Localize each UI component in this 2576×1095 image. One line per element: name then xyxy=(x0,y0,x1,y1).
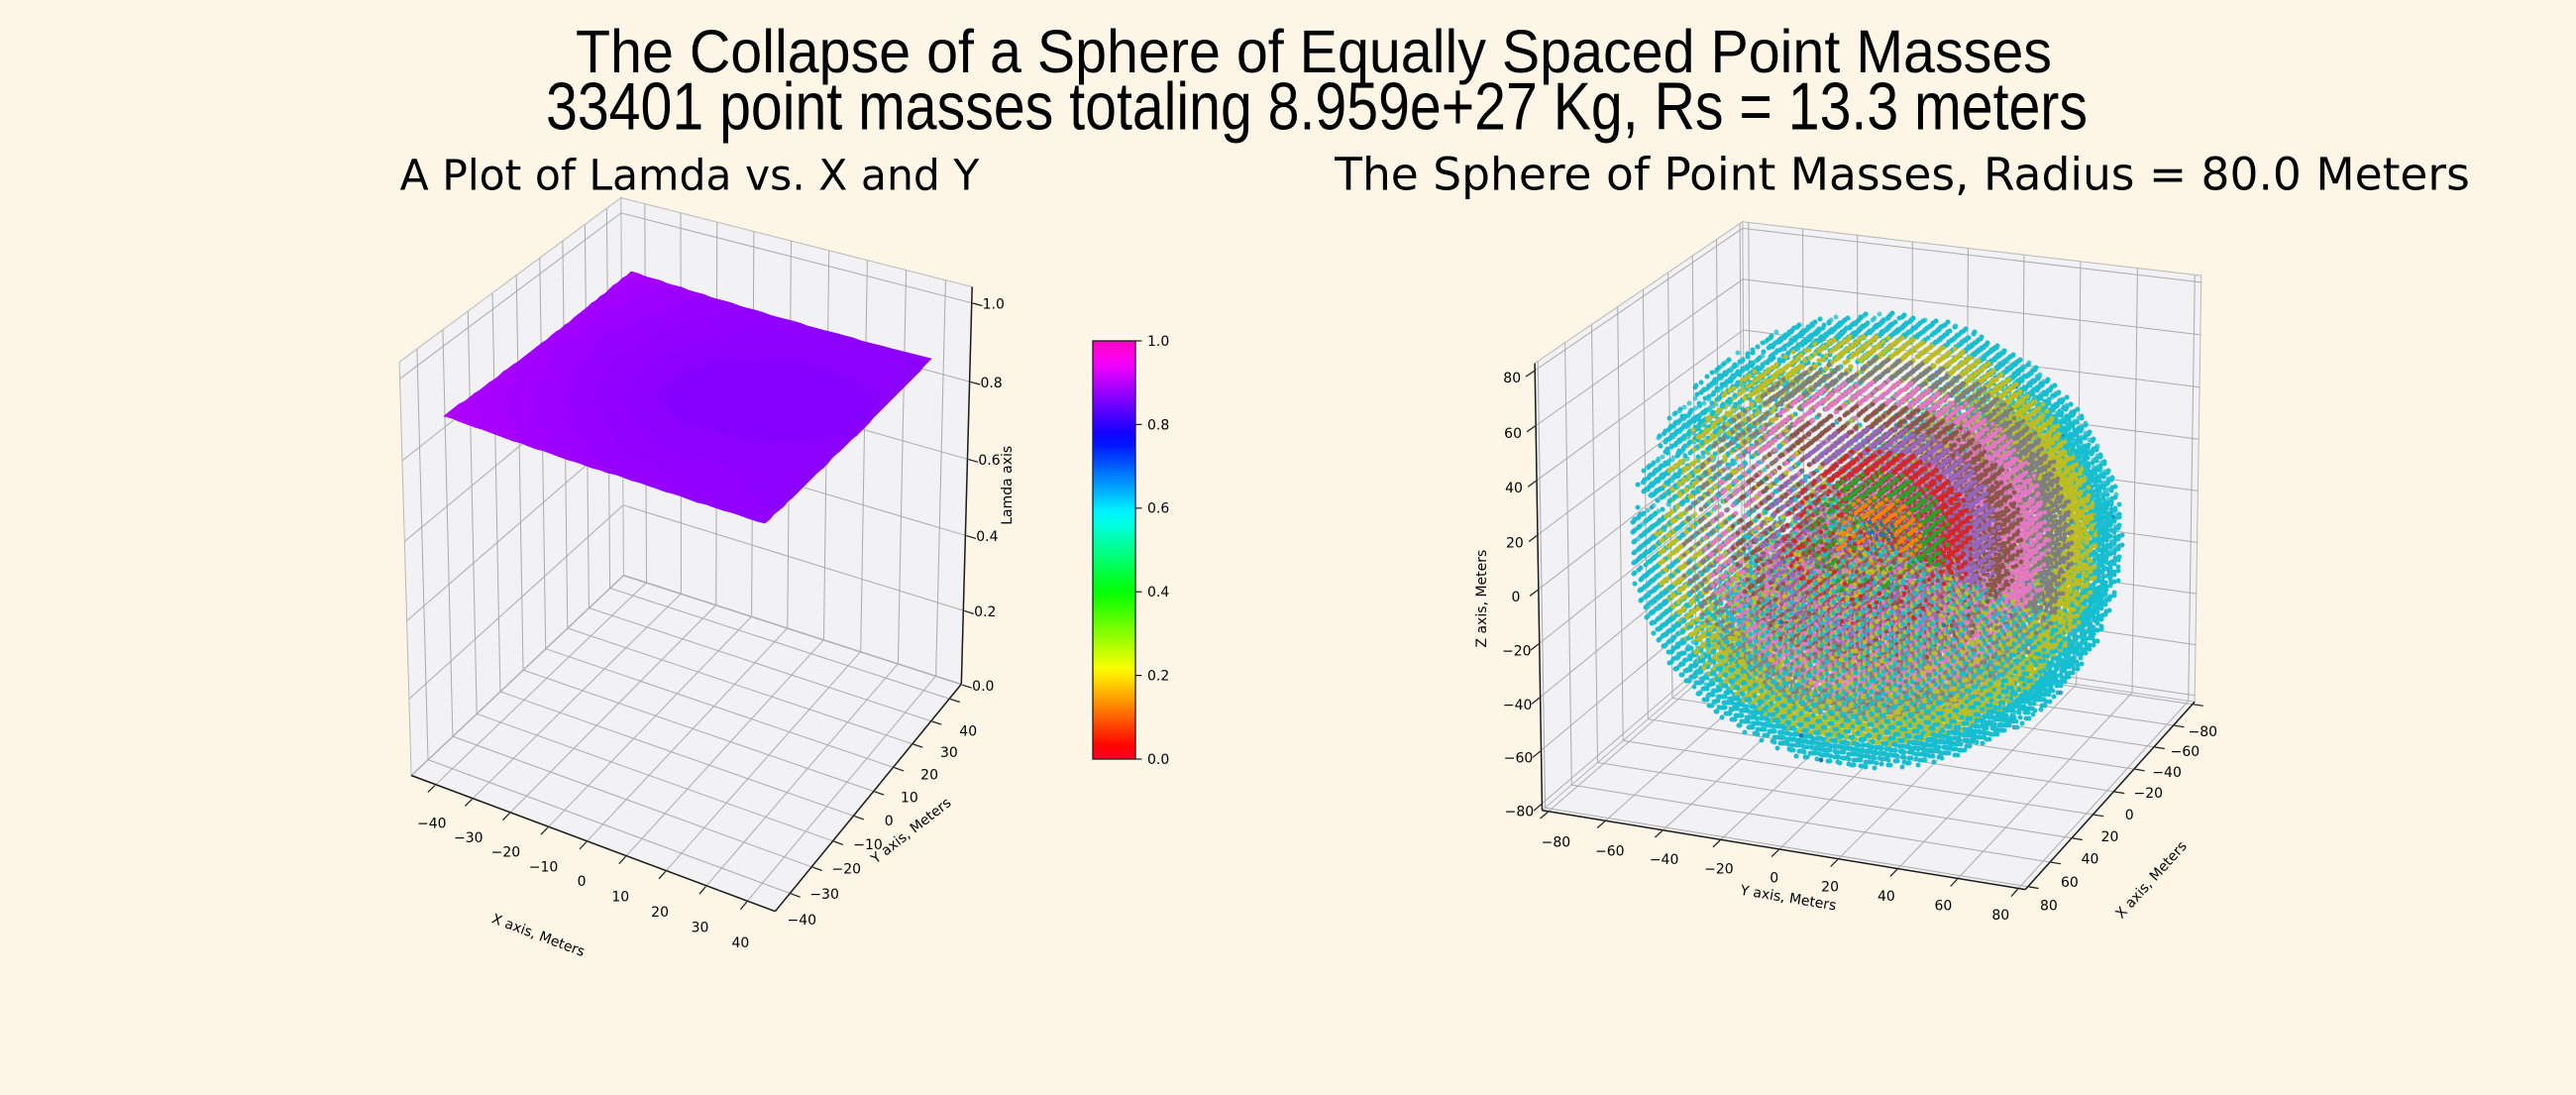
svg-text:0.4: 0.4 xyxy=(1147,585,1169,601)
svg-text:40: 40 xyxy=(2082,852,2099,868)
svg-text:40: 40 xyxy=(1505,481,1523,496)
svg-text:−40: −40 xyxy=(417,817,447,832)
svg-text:−10: −10 xyxy=(853,837,883,853)
svg-text:−10: −10 xyxy=(529,859,559,875)
svg-text:60: 60 xyxy=(1934,898,1952,914)
svg-text:40: 40 xyxy=(1878,889,1895,905)
svg-text:30: 30 xyxy=(940,745,958,761)
svg-text:0: 0 xyxy=(2125,808,2134,823)
svg-text:−80: −80 xyxy=(2189,724,2218,740)
svg-text:−20: −20 xyxy=(1704,861,1734,877)
svg-text:−80: −80 xyxy=(1542,834,1571,850)
svg-text:20: 20 xyxy=(651,905,669,921)
svg-text:Z axis, Meters: Z axis, Meters xyxy=(1474,550,1490,648)
svg-text:40: 40 xyxy=(959,723,977,739)
svg-text:−40: −40 xyxy=(788,913,817,929)
svg-text:−20: −20 xyxy=(1502,644,1532,660)
svg-text:0.2: 0.2 xyxy=(974,604,996,620)
svg-text:0.0: 0.0 xyxy=(1147,752,1169,768)
svg-text:−40: −40 xyxy=(1503,698,1533,713)
svg-text:The Collapse of a Sphere of Eq: The Collapse of a Sphere of Equally Spac… xyxy=(576,18,2052,85)
svg-text:−60: −60 xyxy=(1504,751,1534,767)
svg-text:−80: −80 xyxy=(1505,804,1535,820)
svg-text:20: 20 xyxy=(1506,535,1524,551)
svg-text:80: 80 xyxy=(2040,899,2058,915)
svg-text:The Sphere of Point Masses, Ra: The Sphere of Point Masses, Radius = 80.… xyxy=(1334,149,2470,201)
svg-text:1.0: 1.0 xyxy=(1147,334,1169,350)
svg-text:A Plot of Lamda vs. X and Y: A Plot of Lamda vs. X and Y xyxy=(400,153,981,201)
svg-text:0.6: 0.6 xyxy=(978,453,1000,469)
svg-text:0.8: 0.8 xyxy=(980,376,1002,391)
svg-text:40: 40 xyxy=(731,935,749,951)
svg-text:−30: −30 xyxy=(809,887,839,903)
svg-text:−20: −20 xyxy=(491,845,521,861)
svg-text:20: 20 xyxy=(2101,829,2119,845)
svg-text:10: 10 xyxy=(611,889,629,905)
svg-text:0: 0 xyxy=(1511,590,1520,605)
svg-text:80: 80 xyxy=(1503,371,1521,386)
svg-text:−30: −30 xyxy=(454,830,483,846)
svg-text:−60: −60 xyxy=(1595,843,1625,859)
svg-text:Lamda axis: Lamda axis xyxy=(1000,446,1016,525)
svg-text:1.0: 1.0 xyxy=(983,297,1005,313)
svg-text:0: 0 xyxy=(885,814,894,829)
svg-text:0.8: 0.8 xyxy=(1147,417,1169,433)
svg-text:10: 10 xyxy=(901,790,918,806)
svg-text:60: 60 xyxy=(2061,875,2079,891)
svg-text:0.4: 0.4 xyxy=(976,529,998,545)
svg-text:20: 20 xyxy=(920,768,938,784)
svg-text:0.0: 0.0 xyxy=(972,679,994,695)
svg-text:0: 0 xyxy=(1770,870,1778,886)
svg-text:20: 20 xyxy=(1821,880,1839,896)
svg-text:−40: −40 xyxy=(2152,765,2182,781)
svg-text:30: 30 xyxy=(692,920,709,935)
svg-text:−60: −60 xyxy=(2171,744,2200,760)
svg-text:−20: −20 xyxy=(2134,786,2164,802)
svg-text:0.6: 0.6 xyxy=(1147,501,1169,517)
svg-text:80: 80 xyxy=(1991,908,2009,924)
svg-text:0: 0 xyxy=(578,874,587,890)
svg-text:−20: −20 xyxy=(832,862,862,878)
svg-text:60: 60 xyxy=(1504,426,1522,442)
svg-text:33401 point masses totaling 8.: 33401 point masses totaling 8.959e+27 Kg… xyxy=(546,69,2088,145)
svg-text:−40: −40 xyxy=(1650,852,1679,868)
svg-text:0.2: 0.2 xyxy=(1147,669,1169,685)
